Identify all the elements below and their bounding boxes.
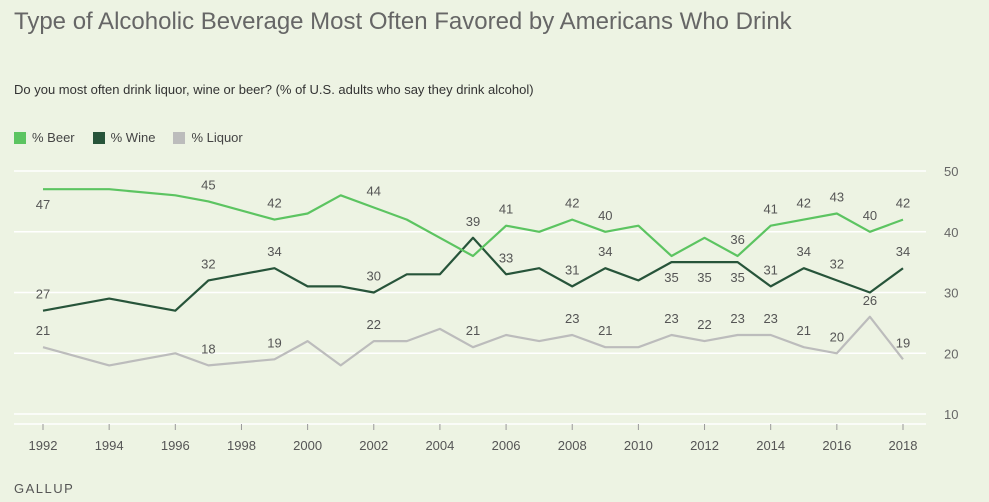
series-line-beer — [43, 188, 904, 258]
data-label-wine-2013: 35 — [730, 270, 744, 285]
y-tick-label-40: 40 — [944, 225, 958, 240]
data-label-wine-2006: 33 — [499, 250, 513, 265]
data-label-liquor-2002: 22 — [367, 317, 381, 332]
data-label-beer-2015: 42 — [797, 196, 811, 211]
x-tick-label-2010: 2010 — [624, 438, 653, 453]
data-label-wine-1997: 32 — [201, 256, 215, 271]
data-label-wine-2014: 31 — [763, 262, 777, 277]
data-label-wine-2012: 35 — [697, 270, 711, 285]
data-label-beer-2008: 42 — [565, 196, 579, 211]
source-label: GALLUP — [14, 481, 75, 496]
data-label-wine-2011: 35 — [664, 270, 678, 285]
legend-swatch-liquor — [173, 131, 186, 144]
legend-label-beer: % Beer — [32, 130, 75, 145]
x-tick-label-1998: 1998 — [227, 438, 256, 453]
data-label-beer-2017: 40 — [863, 208, 877, 223]
x-tick-label-2000: 2000 — [293, 438, 322, 453]
x-tick-label-2016: 2016 — [822, 438, 851, 453]
data-label-wine-2015: 34 — [797, 244, 811, 259]
data-label-wine-1992: 27 — [36, 287, 50, 302]
data-label-wine-2016: 32 — [830, 256, 844, 271]
y-tick-label-50: 50 — [944, 164, 958, 179]
data-label-liquor-2018: 19 — [896, 335, 910, 350]
data-label-beer-2002: 44 — [367, 183, 381, 198]
x-tick-label-2004: 2004 — [425, 438, 454, 453]
data-label-liquor-2015: 21 — [797, 323, 811, 338]
data-label-liquor-2016: 20 — [830, 329, 844, 344]
line-chart: 10 20 30 40 50 1992 1994 1996 1998 2000 2002 2004 20… — [14, 164, 958, 453]
x-tick-label-1996: 1996 — [161, 438, 190, 453]
data-label-liquor-2011: 23 — [664, 311, 678, 326]
data-label-liquor-1992: 21 — [36, 323, 50, 338]
data-label-liquor-2013: 23 — [730, 311, 744, 326]
x-tick-label-1992: 1992 — [29, 438, 58, 453]
legend-item-wine: % Wine — [92, 130, 156, 145]
legend-swatch-wine — [92, 131, 105, 144]
series-line-wine — [42, 236, 904, 312]
y-tick-label-10: 10 — [944, 407, 958, 422]
x-tick-label-2014: 2014 — [756, 438, 785, 453]
data-label-liquor-2005: 21 — [466, 323, 480, 338]
x-tick-label-2006: 2006 — [492, 438, 521, 453]
data-label-liquor-1997: 18 — [201, 341, 215, 356]
legend-item-beer: % Beer — [14, 130, 75, 145]
y-tick-label-20: 20 — [944, 346, 958, 361]
data-label-beer-2018: 42 — [896, 196, 910, 211]
data-label-liquor-2014: 23 — [763, 311, 777, 326]
data-label-wine-1999: 34 — [267, 244, 281, 259]
x-tick-label-2002: 2002 — [359, 438, 388, 453]
data-label-beer-1992: 47 — [36, 197, 50, 212]
data-label-wine-2009: 34 — [598, 244, 612, 259]
data-label-wine-2005: 39 — [466, 214, 480, 229]
data-label-wine-2002: 30 — [367, 269, 381, 284]
chart-title: Type of Alcoholic Beverage Most Often Fa… — [14, 8, 792, 35]
data-label-liquor-1999: 19 — [267, 335, 281, 350]
data-label-liquor-2017: 26 — [863, 293, 877, 308]
y-tick-label-30: 30 — [944, 286, 958, 301]
x-tick-label-2008: 2008 — [558, 438, 587, 453]
data-label-liquor-2009: 21 — [598, 323, 612, 338]
data-label-beer-2009: 40 — [598, 208, 612, 223]
data-label-liquor-2012: 22 — [697, 317, 711, 332]
legend-swatch-beer — [14, 131, 26, 144]
data-label-beer-2013: 36 — [730, 232, 744, 247]
series-line-liquor — [42, 315, 904, 367]
data-label-beer-2016: 43 — [830, 190, 844, 205]
data-label-beer-2014: 41 — [763, 202, 777, 217]
x-tick-label-1994: 1994 — [95, 438, 124, 453]
legend: % Beer % Wine % Liquor — [14, 130, 261, 145]
legend-item-liquor: % Liquor — [173, 130, 243, 145]
legend-label-liquor: % Liquor — [191, 130, 243, 145]
chart-subtitle: Do you most often drink liquor, wine or … — [14, 82, 534, 97]
data-label-beer-1997: 45 — [201, 177, 215, 192]
legend-label-wine: % Wine — [110, 130, 156, 145]
data-label-beer-1999: 42 — [267, 196, 281, 211]
data-label-beer-2006: 41 — [499, 202, 513, 217]
data-label-wine-2008: 31 — [565, 262, 579, 277]
x-tick-label-2012: 2012 — [690, 438, 719, 453]
data-label-liquor-2008: 23 — [565, 311, 579, 326]
data-label-wine-2018: 34 — [896, 244, 910, 259]
x-tick-label-2018: 2018 — [889, 438, 918, 453]
